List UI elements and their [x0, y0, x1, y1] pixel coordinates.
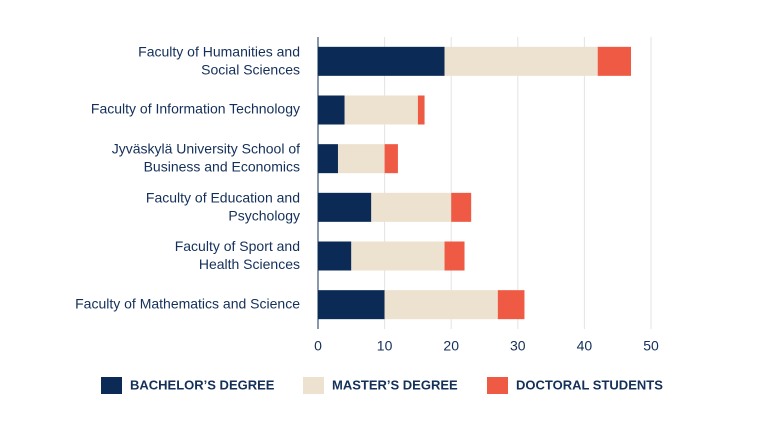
category-label: Faculty of Humanities and Social Sciences: [138, 43, 300, 77]
bar-segment: [318, 290, 385, 320]
legend-label: MASTER’S DEGREE: [332, 377, 458, 392]
category-label: Faculty of Education and Psychology: [146, 189, 300, 223]
bar-segment: [318, 46, 445, 76]
category-label: Faculty of Mathematics and Science: [75, 295, 300, 311]
bar-segment: [371, 192, 452, 222]
bar-segment: [597, 46, 632, 76]
x-tick-label: 10: [377, 338, 393, 354]
category-label: Faculty of Sport and Health Sciences: [175, 238, 300, 272]
bar-segment: [451, 192, 472, 222]
legend-swatch: [101, 377, 122, 394]
category-label: Faculty of Information Technology: [91, 101, 300, 117]
x-tick-label: 0: [314, 338, 322, 354]
bar-segment: [417, 95, 425, 125]
bar-segment: [351, 241, 445, 271]
legend-swatch: [487, 377, 508, 394]
x-tick-label: 50: [643, 338, 659, 354]
bar-segment: [444, 46, 598, 76]
bar-segment: [344, 95, 418, 125]
bar-segment: [497, 290, 525, 320]
legend-label: BACHELOR’S DEGREE: [130, 377, 275, 392]
bar-segment: [444, 241, 465, 271]
x-tick-label: 40: [577, 338, 593, 354]
bar-segment: [318, 95, 345, 125]
bar-segment: [384, 290, 498, 320]
x-tick-label: 30: [510, 338, 526, 354]
bar-segment: [318, 192, 372, 222]
legend-swatch: [303, 377, 324, 394]
legend-label: DOCTORAL STUDENTS: [516, 377, 663, 392]
x-tick-label: 20: [443, 338, 459, 354]
bar-segment: [318, 144, 338, 174]
category-label: Jyväskylä University School of Business a…: [112, 140, 300, 174]
bar-segment: [384, 144, 398, 174]
bar-segment: [318, 241, 352, 271]
bar-segment: [337, 144, 385, 174]
